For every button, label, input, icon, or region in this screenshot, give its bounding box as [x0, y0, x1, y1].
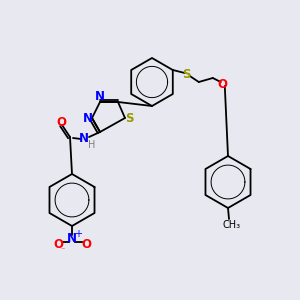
Text: +: +	[74, 229, 82, 239]
Text: ⁻: ⁻	[61, 245, 65, 254]
Text: O: O	[81, 238, 91, 250]
Text: O: O	[218, 77, 228, 91]
Text: O: O	[53, 238, 63, 250]
Text: S: S	[182, 68, 191, 80]
Text: N: N	[83, 112, 93, 124]
Text: N: N	[95, 91, 105, 103]
Text: N: N	[67, 232, 77, 245]
Text: N: N	[79, 133, 89, 146]
Text: CH₃: CH₃	[223, 220, 241, 230]
Text: S: S	[125, 112, 133, 124]
Text: H: H	[88, 140, 96, 150]
Text: O: O	[56, 116, 66, 128]
